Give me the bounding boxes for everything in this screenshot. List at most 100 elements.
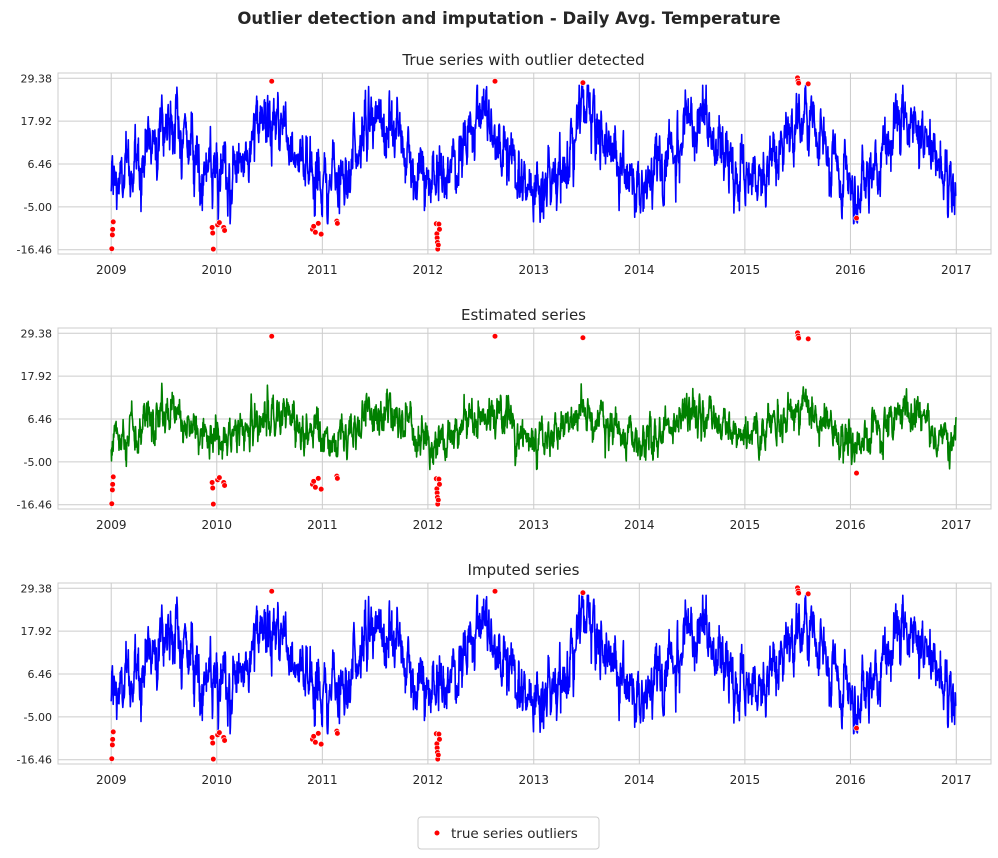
outlier-point	[435, 751, 442, 759]
outlier-point	[110, 728, 117, 735]
y-tick-label: 29.38	[21, 582, 53, 595]
outlier-point	[221, 227, 228, 234]
outlier-point	[209, 479, 216, 486]
outlier-point	[310, 223, 317, 230]
y-tick-label: -16.46	[17, 499, 52, 512]
y-tick-label: -16.46	[17, 754, 52, 767]
gridlines	[58, 328, 991, 509]
x-tick-label: 2011	[307, 263, 338, 277]
outlier-point	[109, 481, 116, 488]
outlier-point	[436, 736, 443, 743]
outlier-point	[312, 484, 319, 491]
y-tick-label: 17.92	[21, 370, 53, 383]
legend-label: true series outliers	[451, 826, 578, 842]
outlier-point	[109, 231, 116, 239]
outlier-markers	[108, 329, 860, 508]
x-tick-label: 2014	[624, 263, 655, 277]
outlier-point	[579, 79, 587, 86]
outlier-point	[268, 333, 275, 340]
series-line	[110, 594, 957, 735]
axes-frame	[57, 327, 992, 510]
outlier-point	[209, 224, 216, 231]
legend: true series outliers	[417, 816, 600, 850]
legend-frame	[417, 816, 600, 850]
outlier-point	[210, 756, 217, 763]
axes-frame	[57, 72, 992, 255]
outlier-point	[435, 220, 442, 228]
outlier-point	[318, 741, 325, 748]
x-tick-label: 2015	[730, 773, 761, 787]
outlier-point	[268, 78, 275, 85]
outlier-point	[436, 226, 443, 233]
outlier-point	[221, 737, 228, 744]
y-tick-label: -16.46	[17, 244, 52, 257]
outlier-markers	[108, 74, 860, 253]
y-tick-label: -5.00	[24, 456, 52, 469]
outlier-point	[491, 333, 499, 340]
x-tick-label: 2014	[624, 518, 655, 532]
outlier-point	[108, 500, 115, 507]
y-tick-label: 17.92	[21, 115, 53, 128]
subplot-title: True series with outlier detected	[401, 51, 644, 69]
outlier-point	[110, 473, 117, 480]
x-tick-label: 2010	[202, 263, 233, 277]
y-tick-label: 29.38	[21, 72, 53, 85]
outlier-markers	[108, 584, 860, 763]
outlier-point	[853, 214, 860, 222]
subplot-imputed-series: Imputed series 29.38 17.92 6.46 -5.00 -16.46…	[17, 561, 992, 787]
outlier-point	[209, 229, 216, 237]
outlier-point	[579, 589, 587, 596]
x-tick-label: 2011	[307, 518, 338, 532]
outlier-point	[210, 246, 217, 253]
y-tick-label: 6.46	[28, 668, 53, 681]
x-tick-label: 2016	[835, 773, 866, 787]
x-tick-label: 2013	[518, 518, 549, 532]
x-tick-label: 2009	[96, 518, 127, 532]
y-tick-label: 29.38	[21, 327, 53, 340]
x-tick-label: 2016	[835, 518, 866, 532]
outlier-point	[312, 739, 319, 746]
outlier-point	[310, 478, 317, 485]
axes-frame	[57, 582, 992, 765]
x-tick-label: 2009	[96, 773, 127, 787]
outlier-point	[310, 733, 317, 740]
outlier-point	[216, 219, 223, 226]
x-tick-label: 2012	[413, 773, 444, 787]
outlier-point	[318, 231, 325, 238]
outlier-point	[221, 482, 228, 489]
outlier-point	[216, 474, 223, 481]
y-tick-label: 6.46	[28, 413, 53, 426]
outlier-point	[109, 741, 116, 749]
x-tick-label: 2013	[518, 773, 549, 787]
outlier-point	[209, 484, 216, 492]
outlier-point	[435, 496, 442, 504]
outlier-point	[579, 334, 587, 341]
outlier-point	[491, 588, 499, 595]
outlier-point	[805, 80, 812, 87]
x-tick-label: 2010	[202, 773, 233, 787]
outlier-point	[209, 739, 216, 747]
y-tick-label: 6.46	[28, 158, 53, 171]
x-tick-label: 2017	[941, 263, 972, 277]
series-line	[110, 84, 957, 225]
outlier-point	[109, 226, 116, 233]
outlier-point	[315, 730, 322, 737]
x-tick-label: 2015	[730, 263, 761, 277]
outlier-point	[108, 245, 115, 252]
outlier-point	[209, 734, 216, 741]
x-tick-label: 2012	[413, 263, 444, 277]
figure-title: Outlier detection and imputation - Daily…	[237, 9, 780, 28]
outlier-point	[795, 334, 802, 342]
outlier-point	[436, 481, 443, 488]
outlier-point	[110, 218, 117, 225]
outlier-point	[853, 469, 860, 477]
outlier-point	[210, 501, 217, 508]
subplot-true-series: True series with outlier detected 29.38 1…	[17, 51, 992, 277]
x-tick-label: 2014	[624, 773, 655, 787]
outlier-point	[805, 335, 812, 342]
outlier-point	[491, 78, 499, 85]
outlier-point	[334, 730, 341, 737]
outlier-point	[334, 220, 341, 227]
outlier-point	[108, 755, 115, 762]
outlier-point	[334, 475, 341, 482]
